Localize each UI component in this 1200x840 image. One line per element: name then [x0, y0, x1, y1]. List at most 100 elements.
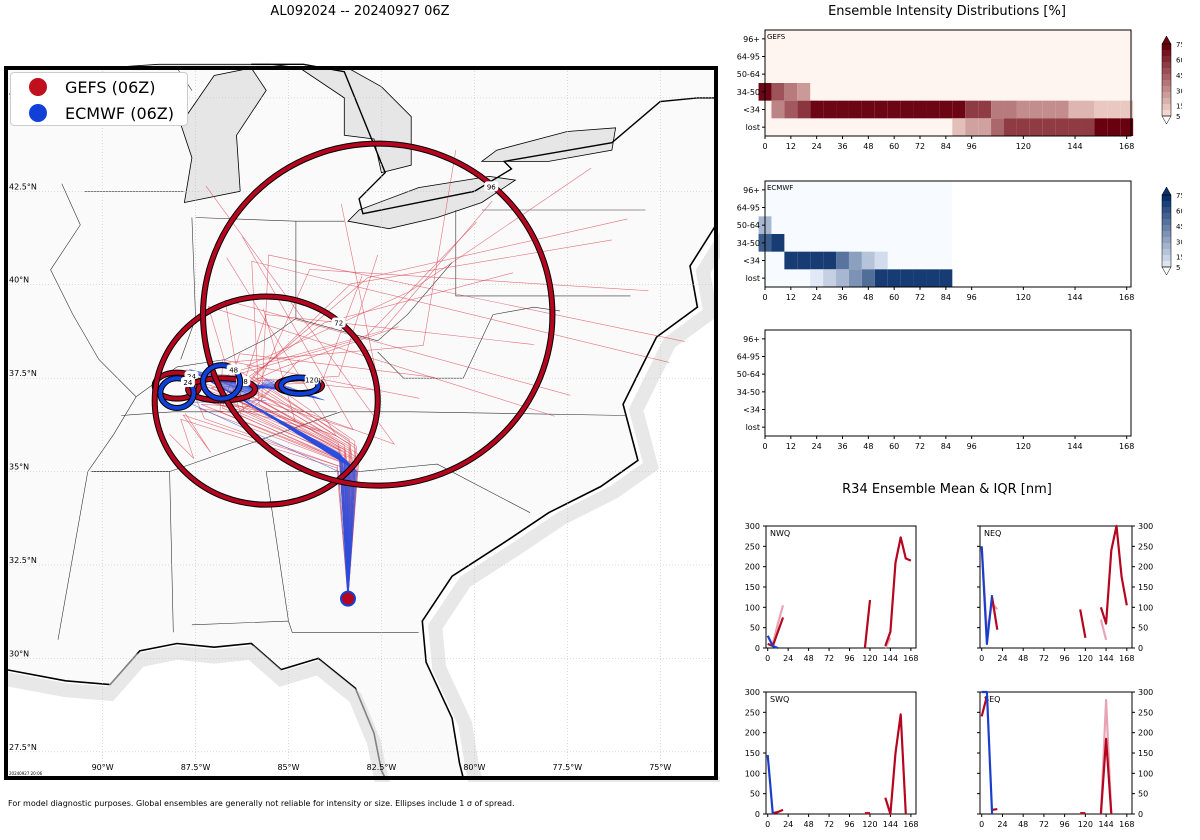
heatmap-cell	[797, 251, 811, 270]
y-tick-label: 200	[745, 563, 760, 572]
r34-series-line	[863, 599, 872, 649]
heatmap-cell	[991, 100, 1004, 119]
track-map: 24487296120244812045°N42.5°N40°N37.5°N35…	[4, 63, 720, 782]
y-tick-label: 0	[755, 644, 760, 653]
ecmwf-ellipse	[201, 363, 243, 401]
r34-panel-swq: SWQ 0 24 48 72 96 120 144 168 0 50 100 150 200 250 300	[745, 688, 919, 829]
x-tick-label: 0	[979, 654, 984, 663]
colorbar-tick-label: 75	[1176, 41, 1182, 49]
x-tick-label: 168	[903, 820, 918, 829]
x-tick-label: 84	[941, 142, 951, 151]
ellipse-hour-label: 24	[187, 373, 196, 381]
r34-panel-seq: SEQ 0 24 48 72 96 120 144 168 0 50 100 150 200 250 300	[977, 688, 1153, 829]
r34-series-line	[1079, 609, 1087, 638]
r34-panel-label: NWQ	[770, 529, 790, 538]
colorbar-tick-label: 60	[1176, 207, 1182, 215]
heatmap-cell	[900, 100, 914, 119]
y-tick-label: 96+	[743, 335, 760, 344]
r34-title: R34 Ensemble Mean & IQR [nm]	[842, 482, 1052, 497]
y-tick-label: 0	[1138, 810, 1143, 819]
r34-series-line	[771, 605, 785, 645]
r34-series-line	[766, 635, 779, 650]
heatmap-cell	[913, 269, 927, 287]
x-tick-label: 24	[783, 654, 793, 663]
y-tick-label: 300	[745, 522, 760, 531]
x-tick-label: 168	[1119, 820, 1134, 829]
colorbar-segment	[1162, 92, 1171, 99]
y-tick-label: lost	[746, 423, 760, 432]
heatmap-cell	[836, 269, 849, 287]
heatmap-cell	[1016, 118, 1030, 136]
heatmap-cell	[952, 118, 966, 136]
x-tick-label: 0	[979, 820, 984, 829]
r34-series-line	[1099, 737, 1113, 815]
x-tick-label: 0	[765, 820, 770, 829]
r34-series-line	[991, 597, 999, 630]
state-border	[191, 620, 419, 633]
colorbar-min-arrow	[1161, 266, 1172, 276]
colorbar-min-arrow	[1161, 115, 1172, 125]
gefs-ellipse	[152, 294, 380, 507]
heatmap-cell	[848, 251, 862, 270]
y-tick-label: 0	[1138, 644, 1143, 653]
heatmap-cell	[861, 269, 875, 287]
y-tick-label: 200	[1138, 729, 1153, 738]
x-tick-label: 120	[1016, 442, 1031, 451]
colorbar-segment	[1162, 207, 1171, 214]
y-tick-label: 34-50	[737, 88, 760, 97]
x-tick-label: 96	[844, 654, 854, 663]
r34-series-line	[884, 536, 912, 647]
ellipse-hour-label: 72	[334, 320, 343, 328]
heatmap-frame	[764, 329, 1132, 437]
x-tick-label: 168	[1119, 442, 1134, 451]
x-tick-label: 120	[862, 654, 877, 663]
x-tick-label: 48	[863, 142, 873, 151]
r34-series-line	[1099, 524, 1128, 625]
heatmap-cell	[1081, 100, 1095, 119]
colorbar-segment	[1162, 243, 1171, 250]
heatmap-panel-label: ECMWF	[767, 184, 793, 192]
x-tick-label: 24	[812, 142, 822, 151]
gefs-member-track	[169, 418, 349, 599]
heatmap-cell	[797, 100, 811, 119]
legend-label-ecmwf: ECMWF (06Z)	[65, 103, 174, 123]
r34-panel-label: NEQ	[984, 529, 1001, 538]
r34-panel-label: SEQ	[984, 695, 1000, 704]
heatmap-cell	[1029, 118, 1043, 136]
coast-shade-atlantic	[428, 231, 720, 782]
ellipse-hour-label: 48	[229, 366, 238, 374]
heatmap-cell	[1029, 100, 1043, 119]
ellipse-label-bg	[304, 374, 319, 385]
x-tick-label: 24	[997, 654, 1007, 663]
heatmap-cell	[823, 269, 837, 287]
ecmwf-member-track	[189, 369, 349, 599]
colorbar-tick-label: 15	[1176, 254, 1182, 262]
colorbar-segment	[1162, 62, 1171, 69]
heatmap-cell	[810, 269, 824, 287]
y-tick-label: 0	[755, 810, 760, 819]
y-tick-label: 96+	[743, 186, 760, 195]
x-tick-label: 36	[837, 293, 847, 302]
x-tick-label: 144	[1067, 442, 1082, 451]
colorbar-segment	[1162, 201, 1171, 208]
x-tick-label: 168	[1119, 654, 1134, 663]
r34-panel-neq: NEQ 0 24 48 72 96 120 144 168 0 50 100 150 200 250 300	[977, 522, 1153, 663]
colorbar-tick-label: 5	[1176, 264, 1180, 272]
heatmap-cell	[1016, 100, 1030, 119]
lake-ontario	[480, 127, 617, 162]
state-border	[135, 262, 453, 398]
colorbar-segment	[1162, 225, 1171, 232]
x-tick-label: 48	[804, 654, 814, 663]
y-tick-label: 50	[750, 624, 760, 633]
heatmap-cell	[1068, 100, 1082, 119]
map-frame	[4, 66, 718, 780]
y-tick-label: 34-50	[737, 239, 760, 248]
y-tick-label: 150	[745, 749, 760, 758]
heatmap-cell	[978, 118, 992, 136]
x-tick-label: 96	[1060, 820, 1070, 829]
heatmap-cell	[926, 269, 940, 287]
heatmap-cell	[965, 100, 979, 119]
x-tick-label: 84	[941, 442, 951, 451]
x-tick-label: 168	[903, 654, 918, 663]
lon-label: 90°W	[92, 763, 114, 772]
